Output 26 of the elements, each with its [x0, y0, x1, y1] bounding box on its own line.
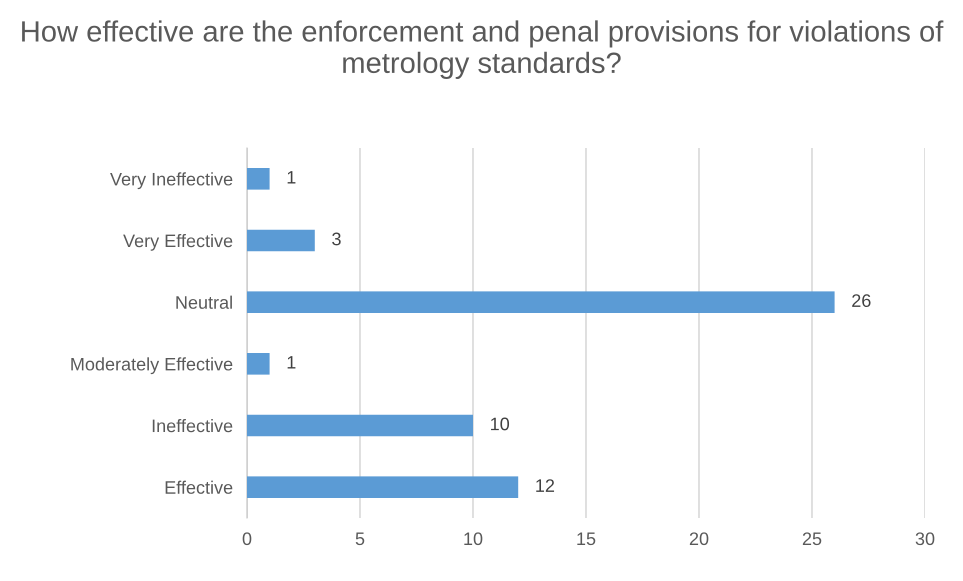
chart-title: How effective are the enforcement and penal provisions for violations of metrology standards?: [22, 20, 944, 79]
x-tick-label: 10: [464, 532, 482, 546]
data-label: 26: [852, 294, 871, 308]
bar: [247, 230, 315, 252]
x-tick-label: 0: [242, 532, 252, 546]
y-tick-label: Very Effective: [123, 234, 232, 251]
data-label: 1: [288, 356, 296, 368]
y-tick-label: Very Ineffective: [110, 172, 232, 190]
data-label: 12: [536, 479, 554, 492]
bar: [247, 353, 270, 375]
x-tick-label: 30: [916, 532, 934, 546]
data-label: 1: [288, 171, 296, 184]
y-tick-label: Ineffective: [152, 418, 232, 432]
bar: [247, 291, 835, 313]
data-label: 3: [332, 232, 341, 246]
x-tick-label: 5: [356, 532, 364, 546]
bar: [247, 476, 518, 498]
y-tick-label: Moderately Effective: [71, 357, 232, 374]
x-tick-label: 15: [577, 532, 596, 546]
data-label: 10: [491, 418, 510, 430]
y-tick-label: Effective: [166, 480, 232, 494]
x-tick-label: 25: [802, 532, 822, 546]
bar: [247, 414, 473, 436]
y-tick-label: Neutral: [176, 296, 232, 309]
bar: [247, 168, 270, 190]
x-tick-label: 20: [690, 532, 708, 546]
